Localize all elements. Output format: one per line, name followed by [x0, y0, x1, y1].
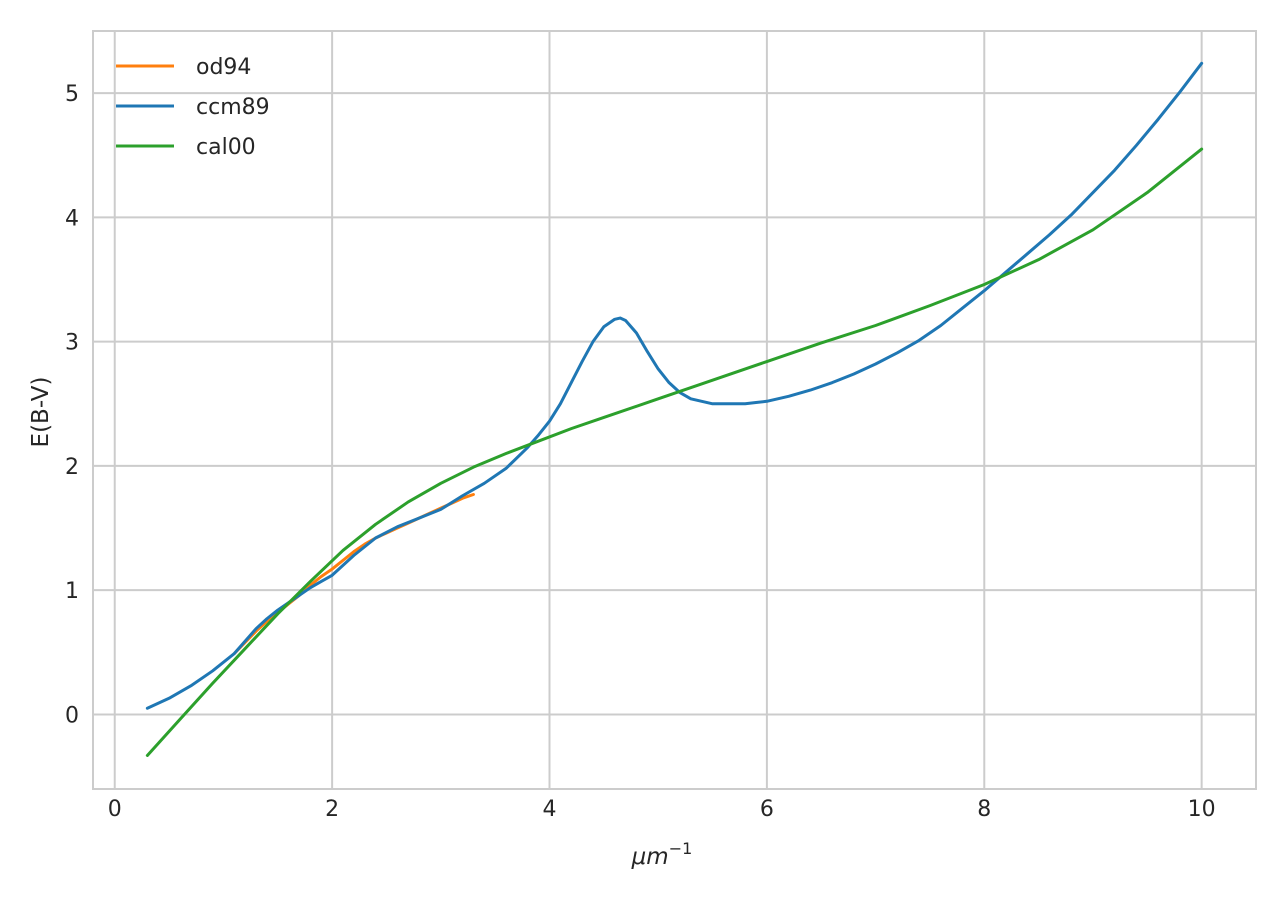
x-tick-label: 8: [977, 797, 991, 822]
x-tick-label: 10: [1188, 797, 1216, 822]
series-line-ccm89: [145, 61, 1204, 710]
x-tick-label: 2: [325, 797, 339, 822]
x-axis-label: μm−1: [631, 839, 693, 870]
series-line-cal00: [145, 147, 1204, 757]
legend-label-od94: od94: [196, 55, 251, 80]
y-tick-label: 3: [65, 331, 79, 356]
x-tick-label: 6: [760, 797, 774, 822]
x-tick-label: 0: [108, 797, 122, 822]
x-axis-label-exponent: −1: [669, 839, 693, 858]
x-tick-label: 4: [543, 797, 557, 822]
legend: od94 ccm89 cal00: [116, 55, 270, 160]
legend-label-ccm89: ccm89: [196, 95, 270, 120]
legend-label-cal00: cal00: [196, 135, 256, 160]
y-tick-label: 2: [65, 455, 79, 480]
tick-labels: 0 2 4 6 8 10 0 1 2 3 4 5: [65, 82, 1216, 822]
x-axis-label-base: μm: [631, 844, 669, 870]
plot-background: [93, 31, 1256, 789]
y-axis-label: E(B-V): [28, 377, 54, 448]
series-layer: [145, 61, 1204, 757]
grid: [93, 31, 1256, 789]
y-tick-label: 1: [65, 579, 79, 604]
y-tick-label: 4: [65, 206, 79, 231]
plot-frame: [92, 30, 1257, 790]
y-tick-label: 0: [65, 703, 79, 728]
y-tick-label: 5: [65, 82, 79, 107]
